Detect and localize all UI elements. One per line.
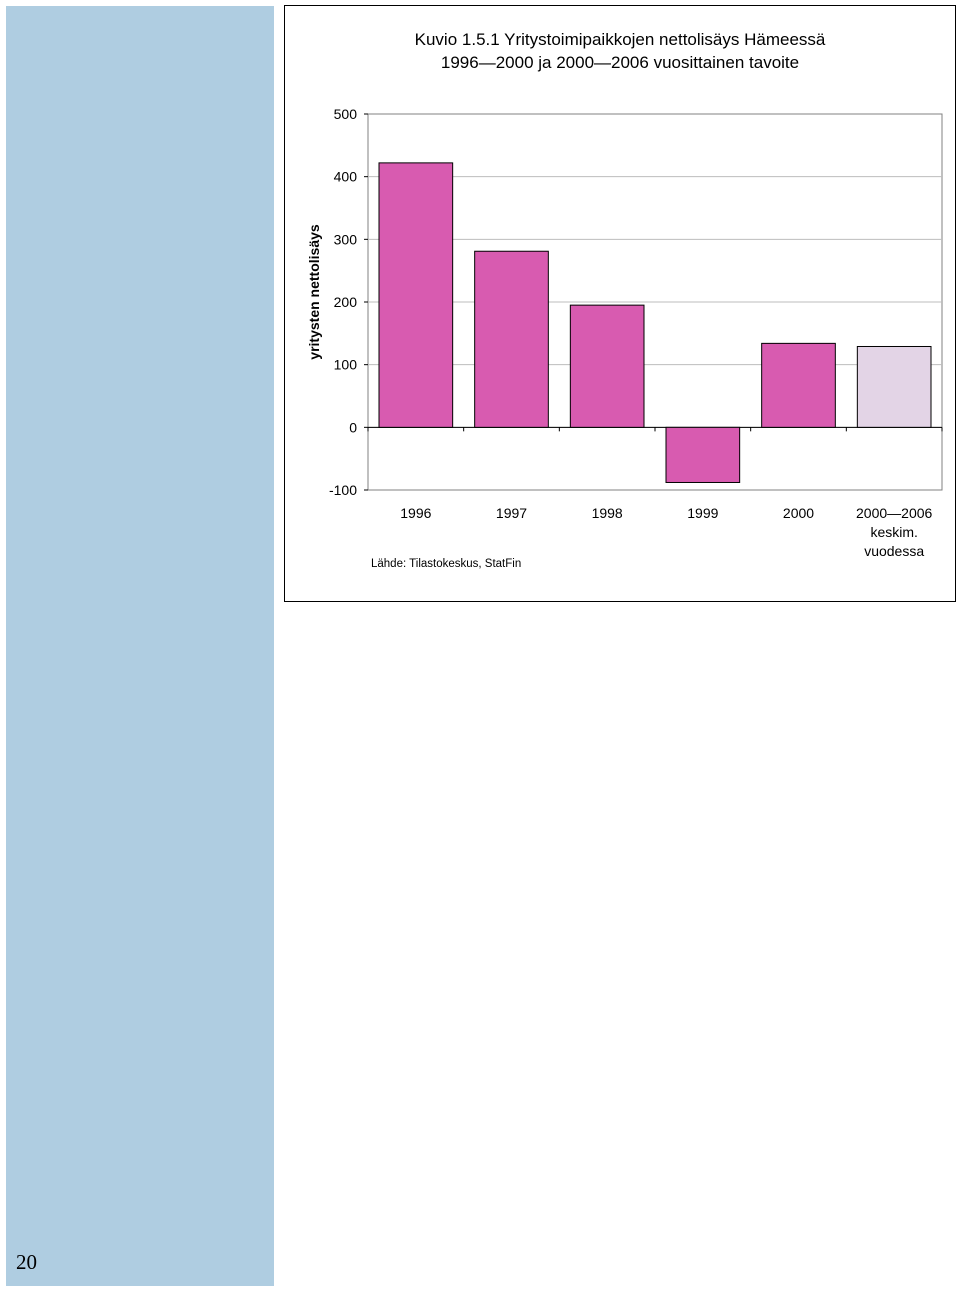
y-tick-label: 100 (334, 357, 358, 373)
y-tick-label: 400 (334, 169, 358, 185)
sidebar-band (6, 6, 274, 1286)
chart-title: Kuvio 1.5.1 Yritystoimipaikkojen nettoli… (414, 30, 826, 49)
bar (378, 162, 454, 428)
x-tick-label: 2000 (783, 505, 814, 521)
y-tick-label: 500 (334, 106, 358, 122)
y-tick-label: 0 (349, 419, 357, 435)
y-tick-label: 300 (334, 231, 358, 247)
bar-chart: -100 0 100 200 300 400 500 yritysten nettolisäy… (306, 106, 943, 559)
chart-subtitle: 1996—2000 ja 2000—2006 vuosittainen tavo… (440, 53, 800, 72)
chart-frame: Kuvio 1.5.1 Yritystoimipaikkojen nettoli… (284, 5, 956, 602)
chart-source: Lähde: Tilastokeskus, StatFin (371, 558, 522, 570)
page-number: 20 (16, 1250, 37, 1274)
x-tick-label: 1997 (496, 505, 527, 521)
bar (856, 345, 932, 428)
y-tick-label: -100 (329, 482, 357, 498)
y-axis-label: yritysten nettolisäys (306, 224, 322, 360)
bar (569, 304, 645, 428)
bar (665, 426, 741, 483)
x-tick-label: 1998 (592, 505, 623, 521)
bar (474, 250, 549, 428)
bar (761, 342, 836, 428)
x-tick-label: 2000—2006 keskim. vuodessa (856, 505, 933, 559)
x-tick-label: 1999 (687, 505, 718, 521)
x-tick-label: 1996 (400, 505, 431, 521)
y-tick-label: 200 (334, 294, 358, 310)
